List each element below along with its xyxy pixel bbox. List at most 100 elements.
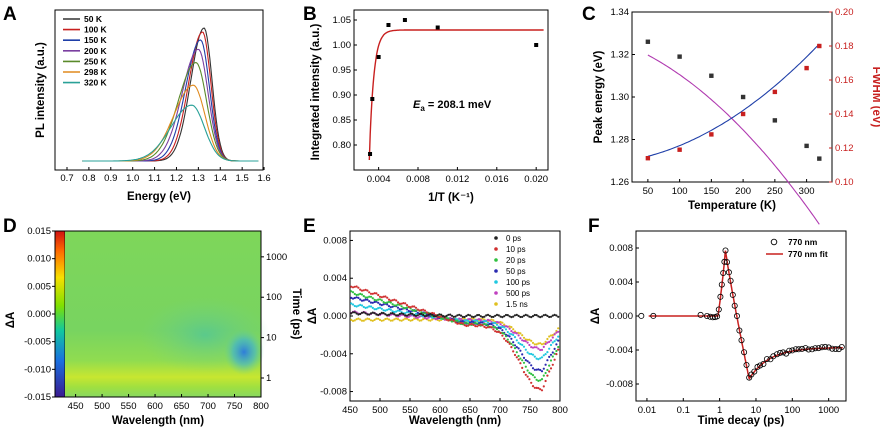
panel-e-data-point [506, 330, 509, 334]
panel-e-data-point [420, 319, 423, 322]
panel-e-data-point [553, 347, 556, 350]
panel-d-ta-heatmap: 450 500 550 600 650 700 750 800 0.015 0.010 0.005 0… [5, 226, 302, 427]
panel-e-data-point [531, 367, 535, 370]
panel-e-data-point [506, 314, 509, 317]
panel-e-data-point [555, 353, 558, 356]
panel-e-data-point [422, 308, 425, 311]
panel-f-legend-entry: 770 nm [788, 237, 818, 247]
panel-e-data-point [364, 306, 367, 309]
panel-f-data-point [835, 346, 842, 353]
panel-e-data-point [395, 317, 398, 320]
panel-e-data-point [461, 322, 464, 325]
panel-b-data-point [376, 55, 381, 59]
panel-e-data-point [362, 295, 365, 298]
panel-e-data-point [350, 312, 353, 315]
panel-c-xtick-label: 200 [735, 186, 751, 197]
panel-e-data-point [404, 312, 407, 315]
panel-e-data-point [512, 341, 515, 344]
panel-e-data-point [369, 295, 373, 298]
panel-c-data-point [709, 132, 714, 137]
panel-c-data-point [817, 43, 822, 49]
panel-f-ytick-label: 0.000 [609, 311, 633, 322]
panel-c-ytick-label: 1.28 [611, 135, 630, 146]
panel-e-data-point [396, 318, 400, 321]
panel-e-data-point [353, 319, 356, 322]
panel-a-legend-entry: 250 K [84, 56, 108, 66]
panel-e-data-point [459, 314, 463, 317]
panel-e-data-point [533, 355, 536, 358]
panel-c-xtick-label: 50 [643, 186, 654, 197]
panel-f-data-point [832, 345, 839, 352]
panel-e-data-point [391, 303, 394, 306]
panel-e-data-point [463, 324, 466, 327]
panel-b-xtick-label: 0.012 [446, 174, 470, 185]
panel-e-xtick-label: 600 [432, 405, 448, 416]
panel-e-data-point [519, 362, 522, 365]
panel-d-colorbar [54, 230, 66, 398]
panel-e-data-point [474, 325, 477, 328]
panel-a-xtick-label: 0.9 [104, 173, 117, 184]
panel-e-data-point [434, 318, 437, 321]
panel-f-data-point [722, 247, 729, 254]
panel-c-ytick-label: 1.30 [611, 92, 630, 103]
panel-a-legend-entry: 150 K [84, 35, 108, 45]
panel-e-data-point [542, 345, 545, 348]
panel-e-data-point [400, 302, 403, 305]
panel-e-xtick-label: 800 [552, 405, 568, 416]
panel-d-ytick-label: 100 [266, 292, 282, 303]
panel-f-ytick-label: -0.004 [606, 345, 633, 356]
panel-a-series-line [82, 104, 259, 162]
panel-e-legend-entry: 20 ps [506, 256, 526, 265]
panel-e-data-point [521, 339, 524, 342]
panel-e-data-point [359, 288, 362, 291]
panel-e-data-point [398, 312, 401, 316]
panel-e-data-point [492, 321, 495, 324]
panel-e-data-point [375, 292, 378, 295]
panel-e-data-point [519, 315, 522, 319]
panel-e-data-point [551, 355, 554, 358]
panel-e-data-point [481, 321, 484, 324]
panel-e-data-point [481, 324, 484, 327]
panel-e-data-point [472, 316, 475, 319]
panel-e-data-point [537, 358, 540, 361]
panel-e-data-point [513, 353, 517, 357]
panel-e-data-point [386, 301, 389, 304]
panel-a-xtick-label: 0.8 [82, 173, 95, 184]
panel-e-data-point [528, 343, 531, 347]
panel-e-data-point [398, 308, 401, 311]
panel-e-legend-marker [494, 269, 498, 273]
panel-e-data-point [355, 312, 358, 315]
panel-e-data-point [454, 321, 457, 324]
panel-e-data-point [468, 323, 472, 326]
panel-e-data-point [373, 298, 376, 301]
panel-e-data-point [499, 323, 502, 326]
panel-a-xtick-label: 1.0 [126, 173, 139, 184]
panel-e-data-point [425, 314, 428, 317]
panel-e-data-point [479, 323, 482, 326]
panel-e-data-point [522, 339, 526, 342]
panel-c-ytick-right-label: 0.12 [835, 143, 854, 154]
panel-e-ytick-label: -0.004 [320, 349, 347, 360]
panel-e-data-point [357, 286, 360, 289]
panel-e-data-point [407, 318, 410, 321]
panel-e-data-point [512, 350, 515, 353]
panel-e-data-point [483, 319, 486, 322]
panel-e-data-point [510, 333, 513, 336]
panel-e-data-point [515, 356, 518, 359]
panel-e-data-point [359, 292, 362, 295]
panel-e-data-point [524, 348, 527, 351]
panel-e-data-point [474, 319, 477, 322]
panel-e-data-point [551, 341, 554, 344]
panel-e-data-point [530, 364, 533, 367]
panel-e-data-point [465, 319, 468, 322]
panel-e-xtick-label: 550 [402, 405, 418, 416]
panel-e-data-point [389, 301, 392, 304]
panel-e-data-point [526, 341, 529, 344]
panel-e-data-point [551, 351, 554, 354]
panel-e-data-point [350, 296, 353, 299]
panel-b-data-point [370, 97, 375, 101]
panel-e-data-point [368, 300, 371, 303]
panel-c-data-point [709, 73, 714, 78]
panel-e-data-point [440, 313, 443, 316]
panel-e-xlabel: Wavelength (nm) [409, 415, 501, 427]
